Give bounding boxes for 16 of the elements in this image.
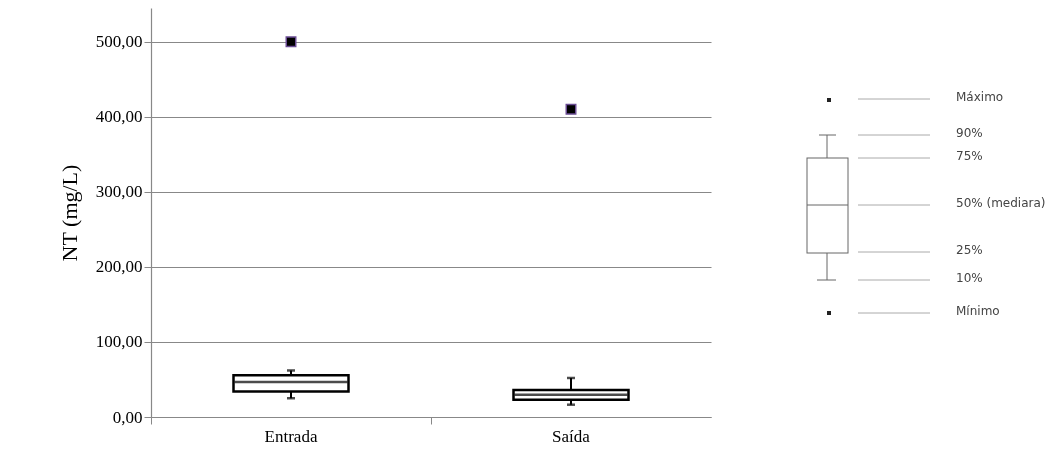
y-tick-label: 500,00 [95, 32, 143, 52]
text: 10% [956, 271, 983, 285]
text: 50% (mediara) [956, 196, 1046, 210]
y-tick-label: 0,00 [112, 407, 143, 427]
text: 75% [956, 149, 983, 163]
y-tick-label: 100,00 [95, 332, 143, 352]
text: Máximo [956, 90, 1004, 104]
y-axis-title: NT (mg/L) [56, 164, 82, 262]
x-tick-label: Entrada [264, 426, 318, 446]
y-tick-label: 300,00 [95, 182, 143, 202]
y-tick-label: 200,00 [95, 257, 143, 277]
x-tick-label: Saída [552, 426, 591, 446]
y-tick-label: 400,00 [95, 107, 143, 127]
text: 25% [956, 243, 983, 257]
text: 90% [956, 126, 983, 140]
text: Mínimo [956, 304, 1000, 318]
